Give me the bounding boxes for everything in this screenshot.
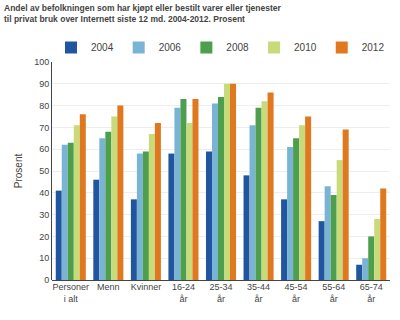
svg-text:90: 90: [39, 79, 49, 89]
svg-text:60: 60: [39, 144, 49, 154]
svg-text:0: 0: [44, 275, 49, 285]
svg-text:10: 10: [39, 253, 49, 263]
svg-text:2010: 2010: [294, 42, 317, 53]
svg-text:100: 100: [34, 57, 49, 67]
svg-text:2006: 2006: [159, 42, 182, 53]
svg-text:30: 30: [39, 210, 49, 220]
svg-text:25-34år: 25-34år: [209, 282, 232, 304]
svg-text:50: 50: [39, 166, 49, 176]
svg-text:20: 20: [39, 232, 49, 242]
svg-text:2012: 2012: [362, 42, 385, 53]
svg-text:55-64år: 55-64år: [322, 282, 345, 304]
svg-text:Kvinner: Kvinner: [131, 282, 162, 292]
svg-text:Personeri alt: Personeri alt: [53, 282, 90, 304]
svg-text:80: 80: [39, 101, 49, 111]
svg-text:2008: 2008: [226, 42, 249, 53]
svg-text:Menn: Menn: [97, 282, 120, 292]
svg-text:Andel av befolkningen som har: Andel av befolkningen som har kjøpt elle…: [4, 3, 282, 24]
svg-text:40: 40: [39, 188, 49, 198]
svg-text:45-54år: 45-54år: [285, 282, 308, 304]
svg-text:70: 70: [39, 123, 49, 133]
svg-text:Prosent: Prosent: [13, 154, 24, 189]
svg-text:35-44år: 35-44år: [247, 282, 270, 304]
svg-text:16-24år: 16-24år: [172, 282, 195, 304]
svg-text:65-74år: 65-74år: [360, 282, 383, 304]
svg-text:2004: 2004: [91, 42, 114, 53]
